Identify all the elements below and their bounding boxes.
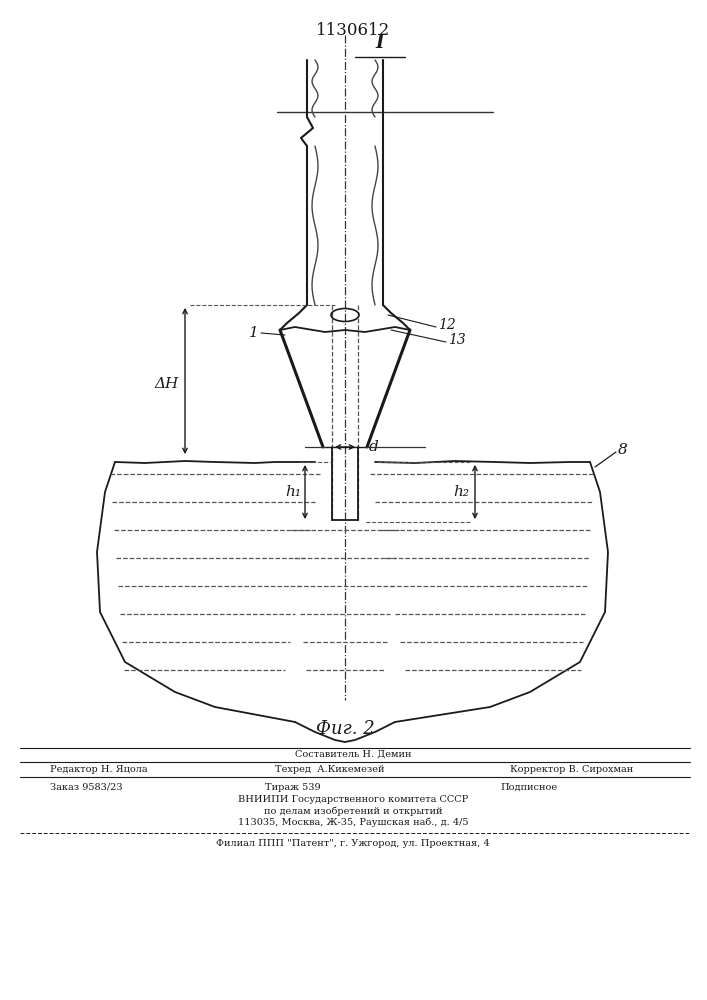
Text: Составитель Н. Демин: Составитель Н. Демин <box>295 750 411 758</box>
Text: Заказ 9583/23: Заказ 9583/23 <box>50 782 122 792</box>
Text: Подписное: Подписное <box>500 782 557 792</box>
Text: по делам изобретений и открытий: по делам изобретений и открытий <box>264 806 443 816</box>
Text: Техред  А.Кикемезей: Техред А.Кикемезей <box>275 764 385 774</box>
Text: ΔH: ΔH <box>155 376 179 390</box>
Text: Тираж 539: Тираж 539 <box>265 782 321 792</box>
Text: 12: 12 <box>438 318 456 332</box>
Text: d: d <box>369 440 379 454</box>
Text: ВНИИПИ Государственного комитета СССР: ВНИИПИ Государственного комитета СССР <box>238 796 468 804</box>
Text: Корректор В. Сирохман: Корректор В. Сирохман <box>510 764 633 774</box>
Text: Редактор Н. Яцола: Редактор Н. Яцола <box>50 764 148 774</box>
Text: Фиг. 2: Фиг. 2 <box>315 720 375 738</box>
Text: h₁: h₁ <box>285 485 301 499</box>
Text: I: I <box>376 34 384 52</box>
Text: 1130612: 1130612 <box>316 22 390 39</box>
Text: 13: 13 <box>448 333 466 347</box>
Text: 113035, Москва, Ж-35, Раушская наб., д. 4/5: 113035, Москва, Ж-35, Раушская наб., д. … <box>238 817 468 827</box>
Text: 8: 8 <box>618 443 628 457</box>
Text: 1: 1 <box>250 326 259 340</box>
Text: h₂: h₂ <box>453 485 469 499</box>
Text: Филиал ППП "Патент", г. Ужгород, ул. Проектная, 4: Филиал ППП "Патент", г. Ужгород, ул. Про… <box>216 840 490 848</box>
